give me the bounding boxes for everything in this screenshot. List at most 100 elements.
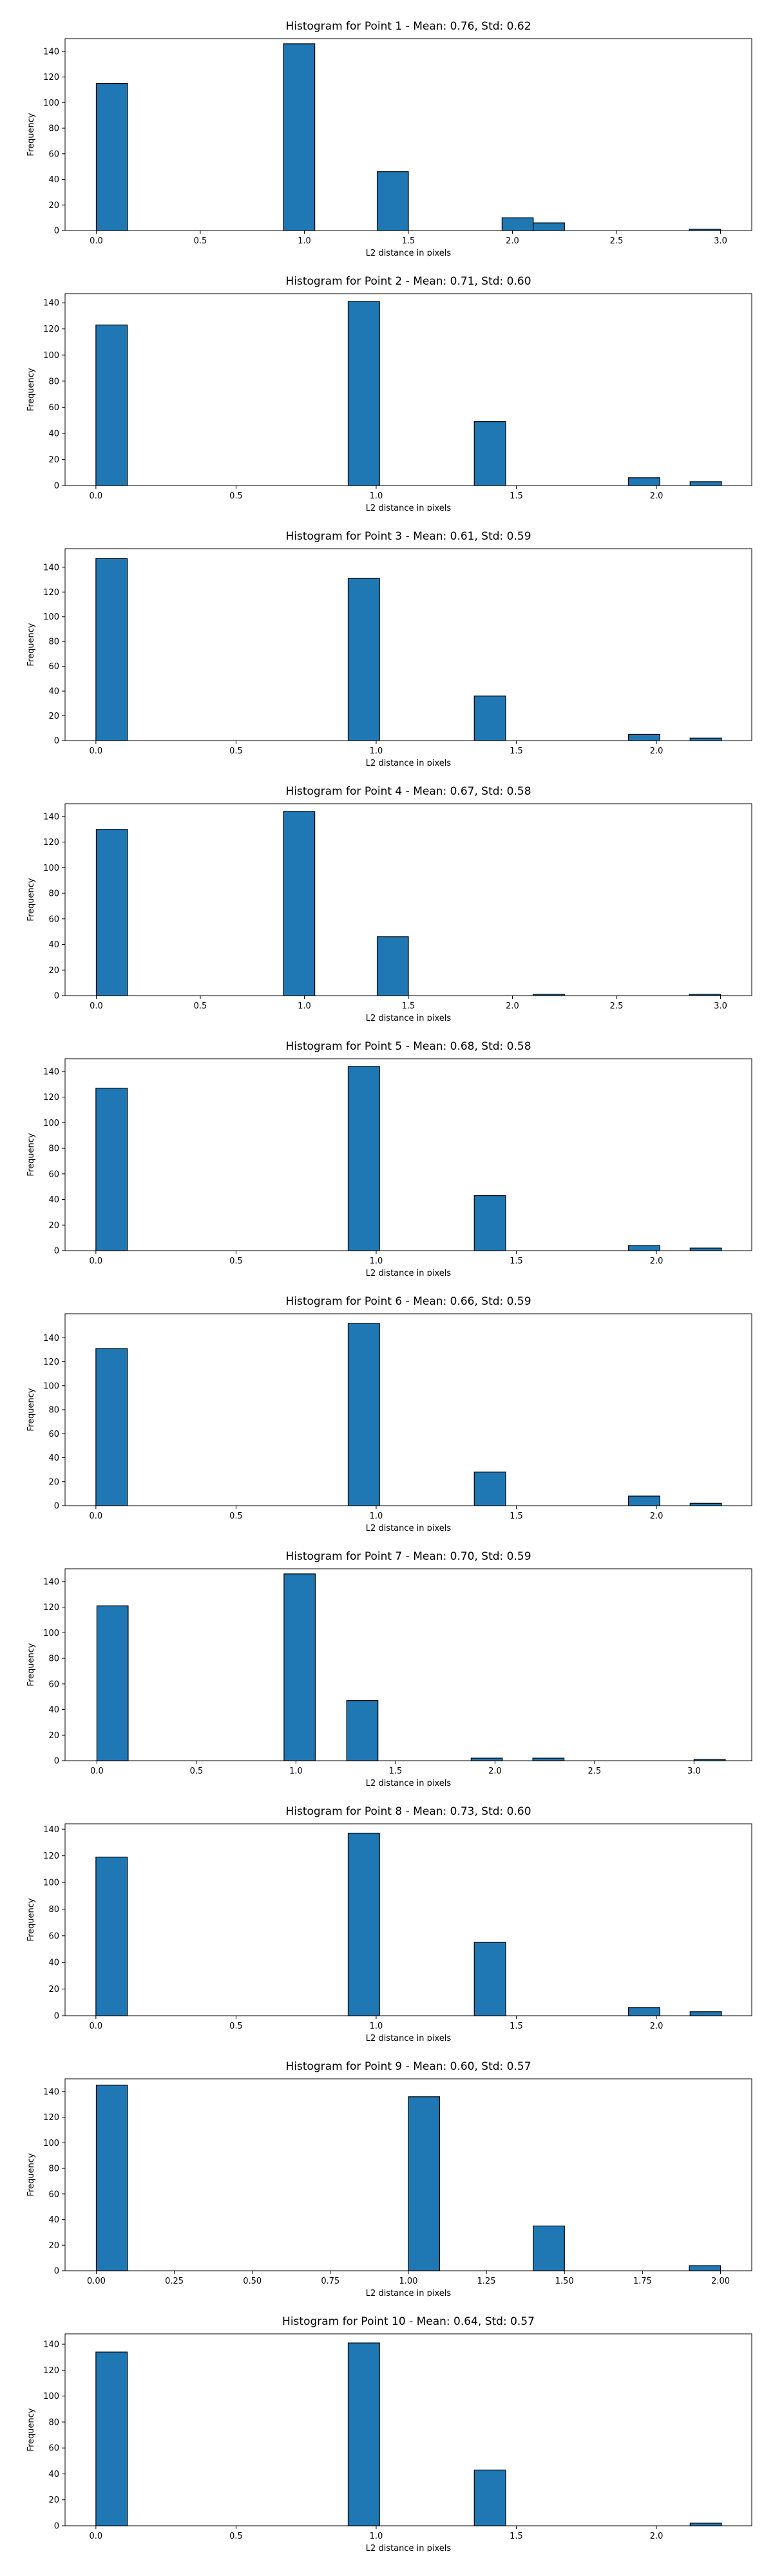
x-tick-label: 0.00 [87, 2277, 106, 2286]
x-axis-label: L2 distance in pixels [366, 2544, 452, 2552]
histogram-bar [473, 1472, 506, 1506]
histogram-chart: Histogram for Point 9 - Mean: 0.60, Std:… [26, 2060, 752, 2297]
y-tick-label: 0 [54, 1247, 59, 1256]
x-tick-label: 2.0 [650, 2022, 663, 2031]
y-tick-label: 100 [43, 2392, 59, 2401]
y-tick-label: 0 [54, 992, 59, 1001]
histogram-bar [689, 1247, 722, 1251]
y-axis-label: Frequency [26, 2408, 36, 2451]
y-axis-label: Frequency [26, 1643, 36, 1686]
x-tick-label: 1.0 [370, 746, 383, 756]
histogram-bar [95, 829, 128, 996]
x-tick-label: 1.00 [399, 2277, 418, 2286]
y-tick-label: 140 [43, 812, 59, 822]
histogram-bar [689, 2011, 722, 2016]
y-tick-label: 100 [43, 99, 59, 108]
y-tick-label: 60 [48, 1931, 59, 1941]
y-tick-label: 100 [43, 2139, 59, 2148]
chart-title: Histogram for Point 1 - Mean: 0.76, Std:… [285, 20, 531, 33]
x-tick-label: 0.5 [229, 1511, 243, 1521]
x-tick-label: 2.5 [588, 1766, 602, 1776]
x-tick-label: 2.0 [650, 491, 663, 501]
x-tick-label: 0.5 [229, 2532, 243, 2541]
y-tick-label: 80 [48, 638, 59, 647]
histogram-bar [473, 2469, 506, 2526]
histogram-panel: Histogram for Point 1 - Mean: 0.76, Std:… [0, 1, 773, 256]
x-tick-label: 1.25 [477, 2277, 496, 2286]
x-tick-label: 0.0 [90, 1001, 103, 1011]
histogram-bar [501, 217, 534, 231]
x-tick-label: 0.5 [194, 1001, 207, 1011]
x-tick-label: 0.25 [165, 2277, 184, 2286]
histogram-chart: Histogram for Point 10 - Mean: 0.64, Std… [26, 2315, 752, 2552]
x-axis-label: L2 distance in pixels [366, 1779, 452, 1786]
y-tick-label: 140 [43, 2340, 59, 2350]
histogram-bar [689, 2265, 721, 2271]
histogram-bar [627, 2007, 660, 2016]
y-tick-label: 60 [48, 1680, 59, 1689]
x-tick-label: 2.0 [488, 1766, 502, 1776]
chart-title: Histogram for Point 9 - Mean: 0.60, Std:… [285, 2060, 531, 2073]
y-tick-label: 40 [48, 175, 59, 185]
y-tick-label: 120 [43, 2113, 59, 2123]
y-tick-label: 140 [43, 1334, 59, 1343]
x-tick-label: 2.0 [650, 746, 663, 756]
y-tick-label: 40 [48, 1705, 59, 1715]
y-tick-label: 20 [48, 1477, 59, 1487]
histogram-bar [473, 1942, 506, 2016]
x-tick-label: 0.0 [90, 491, 103, 501]
histogram-bar [689, 737, 722, 741]
y-tick-label: 100 [43, 1879, 59, 1888]
axes-frame [64, 1058, 752, 1251]
x-tick-label: 3.0 [714, 236, 727, 246]
histogram-bar [533, 2225, 565, 2271]
y-tick-label: 20 [48, 2496, 59, 2505]
chart-title: Histogram for Point 8 - Mean: 0.73, Std:… [285, 1805, 531, 1818]
x-tick-label: 0.0 [90, 1766, 104, 1776]
x-tick-label: 0.0 [90, 746, 103, 756]
x-tick-label: 1.0 [298, 1001, 311, 1011]
histogram-bar [347, 2342, 380, 2526]
y-tick-label: 40 [48, 429, 59, 439]
x-tick-label: 2.0 [650, 1511, 663, 1521]
histogram-chart: Histogram for Point 5 - Mean: 0.68, Std:… [26, 1040, 752, 1276]
histogram-bar [346, 1700, 379, 1761]
y-tick-label: 40 [48, 1195, 59, 1205]
y-tick-label: 40 [48, 2215, 59, 2225]
histogram-panel: Histogram for Point 8 - Mean: 0.73, Std:… [0, 1786, 773, 2041]
y-tick-label: 140 [43, 2087, 59, 2097]
x-tick-label: 1.5 [510, 1256, 523, 1266]
x-tick-label: 1.0 [370, 2022, 383, 2031]
histogram-bar [96, 1605, 129, 1761]
x-tick-label: 1.5 [510, 1511, 523, 1521]
y-tick-label: 80 [48, 1905, 59, 1915]
y-tick-label: 80 [48, 124, 59, 134]
x-tick-label: 2.0 [506, 236, 519, 246]
y-tick-label: 0 [54, 737, 59, 746]
y-tick-label: 0 [54, 2267, 59, 2277]
x-tick-label: 0.50 [243, 2277, 262, 2286]
histogram-bar [376, 171, 409, 231]
histogram-bar [95, 1088, 128, 1251]
x-tick-label: 0.0 [90, 1511, 103, 1521]
y-tick-label: 60 [48, 149, 59, 159]
y-tick-label: 80 [48, 377, 59, 386]
x-axis-label: L2 distance in pixels [366, 1524, 452, 1531]
x-axis-label: L2 distance in pixels [366, 2289, 452, 2297]
histogram-bar [347, 301, 380, 486]
histogram-bar [347, 1066, 380, 1251]
x-tick-label: 1.5 [402, 1001, 415, 1011]
y-tick-label: 80 [48, 1144, 59, 1154]
x-tick-label: 2.0 [650, 2532, 663, 2541]
x-tick-label: 2.0 [650, 1256, 663, 1266]
y-tick-label: 60 [48, 2444, 59, 2454]
y-tick-label: 60 [48, 1170, 59, 1179]
histogram-bar [689, 1502, 722, 1506]
y-tick-label: 20 [48, 201, 59, 211]
y-tick-label: 80 [48, 1406, 59, 1416]
x-tick-label: 0.5 [229, 746, 243, 756]
histogram-bar [283, 1573, 316, 1761]
x-axis-label: L2 distance in pixels [366, 1014, 452, 1021]
y-tick-label: 0 [54, 2012, 59, 2022]
y-axis-label: Frequency [26, 1388, 36, 1431]
